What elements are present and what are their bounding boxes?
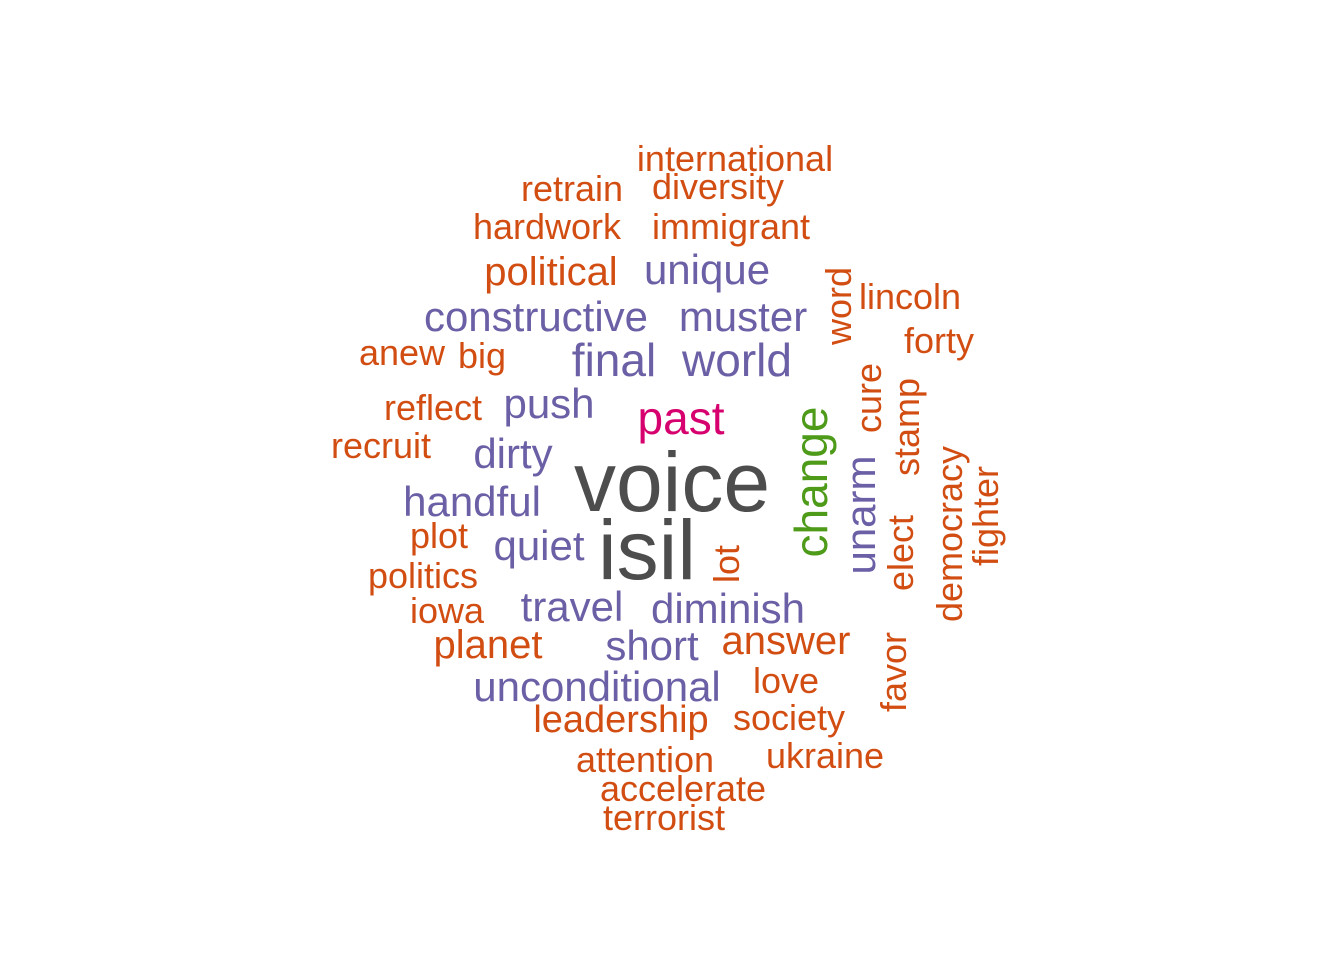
word-favor: favor [873,631,914,713]
word-democracy: democracy [929,445,970,623]
word-retrain: retrain [520,168,624,209]
word-world: world [682,334,792,386]
word-diminish: diminish [650,585,806,632]
word-hardwork: hardwork [472,206,622,247]
word-short: short [605,622,699,669]
word-handful: handful [403,478,541,525]
word-international: international [636,138,834,179]
word-unconditional: unconditional [473,663,721,710]
word-stamp: stamp [886,377,927,477]
word-iowa: iowa [409,590,485,631]
word-final: final [571,334,657,386]
word-unique: unique [643,246,771,293]
word-forty: forty [903,320,975,361]
word-lot: lot [706,544,747,584]
word-muster: muster [678,293,808,340]
word-politics: politics [367,555,479,596]
word-terrorist: terrorist [602,797,726,838]
word-isil: isil [598,503,696,597]
word-plot: plot [409,515,469,556]
word-cure: cure [848,362,889,434]
word-ukraine: ukraine [765,735,885,776]
word-leadership: leadership [533,699,709,741]
word-voice: voice [573,435,771,529]
word-lincoln: lincoln [858,276,962,317]
word-reflect: reflect [383,387,483,428]
word-push: push [503,380,595,427]
word-change: change [785,406,837,558]
word-fighter: fighter [965,465,1006,567]
word-diversity: diversity [651,166,785,207]
word-big: big [457,335,507,376]
word-attention: attention [575,739,715,780]
word-dirty: dirty [473,430,553,477]
word-answer: answer [721,619,851,663]
word-past: past [637,392,725,444]
word-society: society [732,697,846,738]
word-recruit: recruit [330,425,432,466]
word-anew: anew [358,332,446,373]
word-planet: planet [433,623,543,667]
word-word: word [818,266,859,346]
word-unarm: unarm [837,455,884,575]
word-love: love [752,660,820,701]
word-political: political [484,250,618,294]
word-quiet: quiet [493,522,585,569]
word-accelerate: accelerate [599,768,767,809]
word-immigrant: immigrant [651,206,811,247]
word-elect: elect [880,514,921,592]
word-constructive: constructive [423,293,649,340]
word-travel: travel [520,583,624,630]
